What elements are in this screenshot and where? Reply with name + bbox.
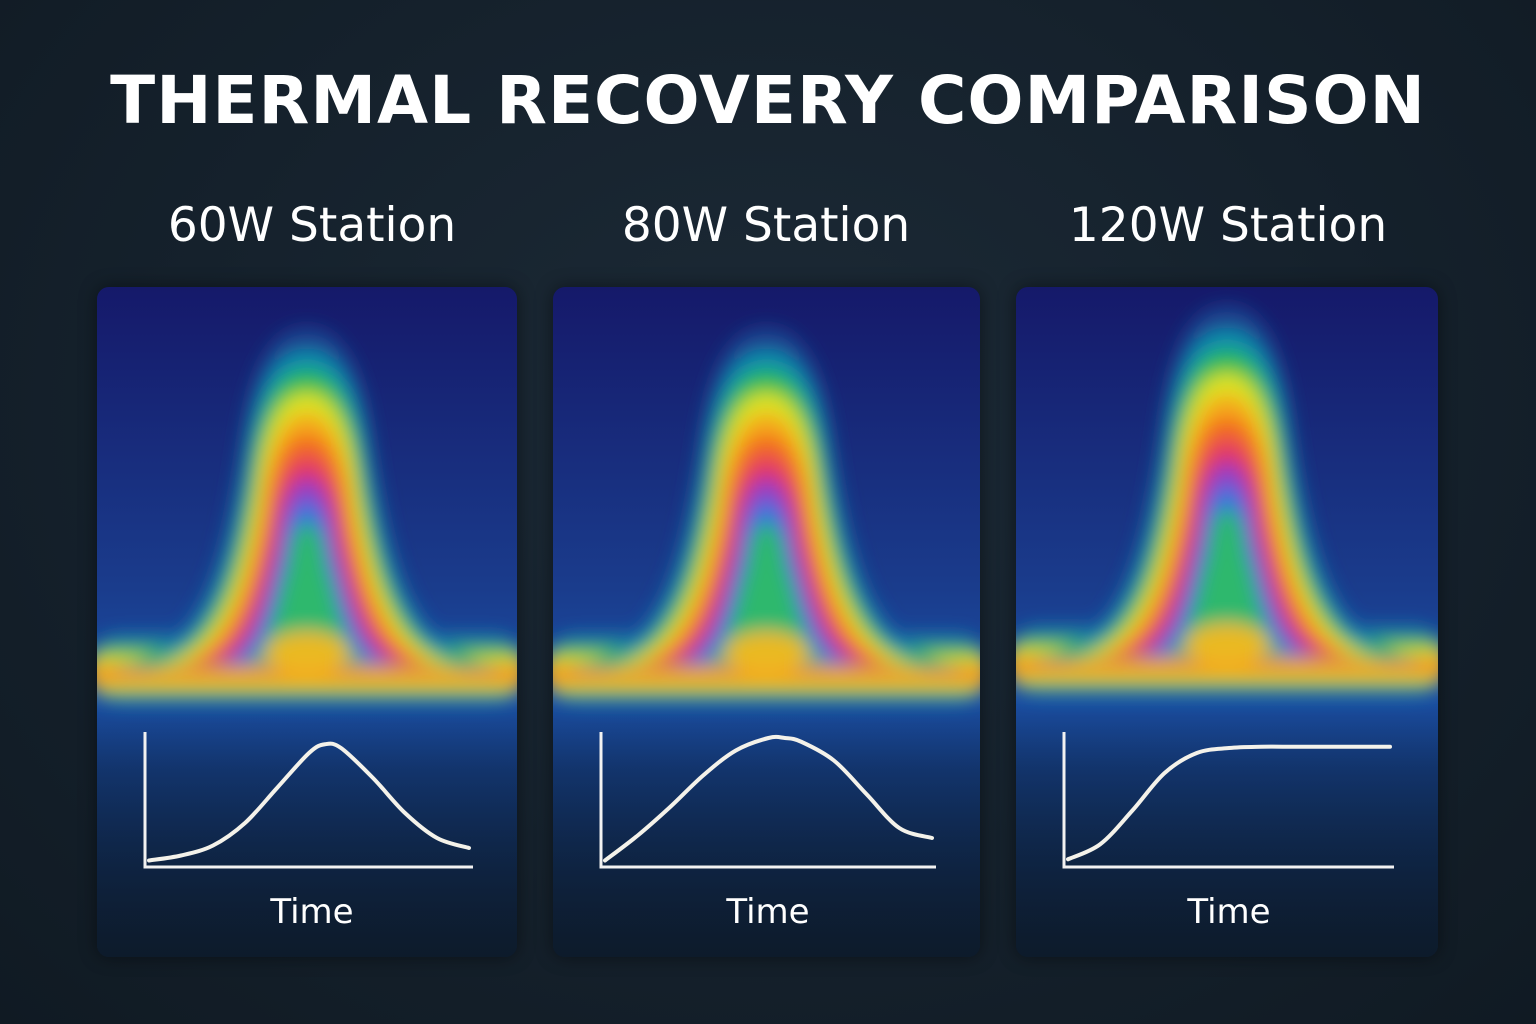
thermal-panel-80w: Time <box>553 287 980 957</box>
chart-axes <box>143 732 473 869</box>
thermal-image-120w <box>1016 287 1438 957</box>
series-line <box>147 741 471 863</box>
plume-layer <box>1164 506 1290 654</box>
heat-plume <box>97 327 517 704</box>
x-axis-label: Time <box>270 892 354 932</box>
series-line <box>1066 744 1392 862</box>
thermal-image-60w <box>97 287 517 957</box>
heat-plume <box>1016 305 1438 696</box>
hot-core <box>265 631 349 675</box>
thermal-panel-60w: Time <box>97 287 517 957</box>
series-line <box>603 734 934 863</box>
plume-layer <box>244 521 370 662</box>
station-title-80w: 80W Station <box>621 198 911 253</box>
plume-layer <box>702 521 831 662</box>
thermal-panel-120w: Time <box>1016 287 1438 957</box>
hot-core <box>724 631 809 675</box>
thermal-image-80w <box>553 287 980 957</box>
heat-plume <box>553 327 980 704</box>
hot-core <box>1185 623 1269 667</box>
main-title: THERMAL RECOVERY COMPARISON <box>110 62 1426 139</box>
bottom-fade <box>1016 687 1438 957</box>
x-axis-label: Time <box>726 892 810 932</box>
station-title-60w: 60W Station <box>167 198 457 253</box>
chart-axes <box>1062 732 1394 869</box>
x-axis-label: Time <box>1187 892 1271 932</box>
chart-axes <box>599 732 936 869</box>
station-title-120w: 120W Station <box>1068 198 1388 253</box>
bottom-fade <box>97 695 517 957</box>
